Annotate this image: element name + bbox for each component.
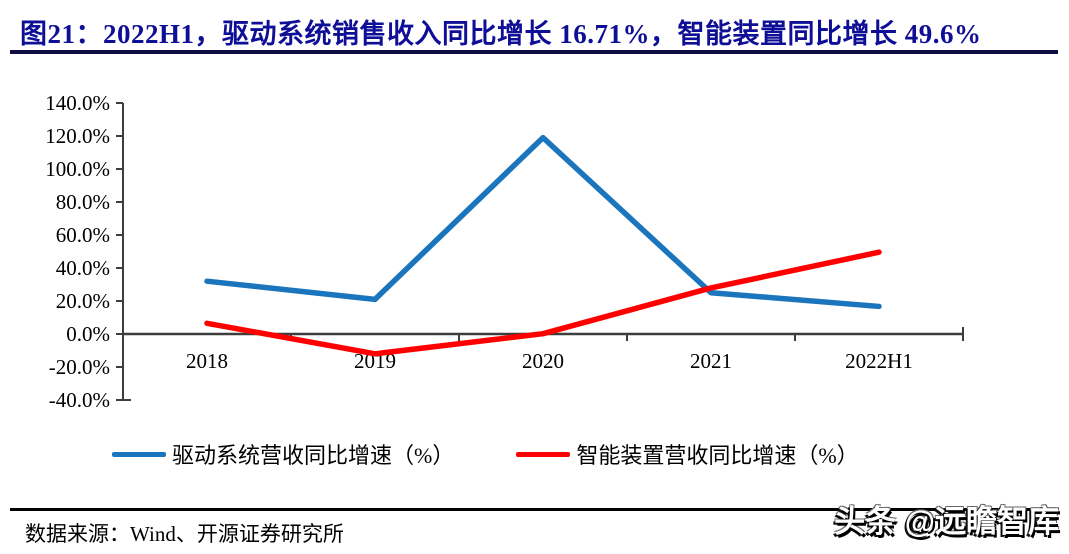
data-source: 数据来源：Wind、开源证券研究所 xyxy=(25,522,344,546)
series-line-1 xyxy=(204,249,882,357)
title-underline xyxy=(10,50,1058,54)
y-tick-label: -20.0% xyxy=(49,355,110,379)
y-tick-label: 0.0% xyxy=(66,322,110,346)
legend-item-smart-equipment: 智能装置营收同比增速（%） xyxy=(516,438,859,470)
x-tick-label: 2021 xyxy=(690,349,732,373)
y-tick-label: 140.0% xyxy=(45,91,110,115)
legend-swatch-drive-system xyxy=(112,451,166,457)
x-tick-label: 2018 xyxy=(186,349,228,373)
y-tick-label: 20.0% xyxy=(56,289,110,313)
y-tick-label: 100.0% xyxy=(45,157,110,181)
y-tick-label: 120.0% xyxy=(45,124,110,148)
watermark: 头条 @远瞻智库 xyxy=(834,504,1059,539)
y-tick-label: 60.0% xyxy=(56,223,110,247)
x-tick-label: 2020 xyxy=(522,349,564,373)
footer-divider xyxy=(10,508,1058,511)
chart-legend: 驱动系统营收同比增速（%） 智能装置营收同比增速（%） xyxy=(112,438,859,470)
line-chart: 140.0% 120.0% 100.0% 80.0% 60.0% 40.0% 20.0% 0.… xyxy=(45,91,964,412)
legend-item-drive-system: 驱动系统营收同比增速（%） xyxy=(112,438,454,470)
y-tick-label: 80.0% xyxy=(56,190,110,214)
x-tick-label: 2022H1 xyxy=(845,349,913,373)
series-line-0 xyxy=(204,134,882,310)
y-tick-label: 40.0% xyxy=(56,256,110,280)
y-tick-label: -40.0% xyxy=(49,388,110,412)
legend-label-smart-equipment: 智能装置营收同比增速（%） xyxy=(576,443,859,468)
legend-label-drive-system: 驱动系统营收同比增速（%） xyxy=(172,443,455,468)
figure-title: 图21：2022H1，驱动系统销售收入同比增长 16.71%，智能装置同比增长 … xyxy=(20,19,982,49)
legend-swatch-smart-equipment xyxy=(516,451,571,457)
